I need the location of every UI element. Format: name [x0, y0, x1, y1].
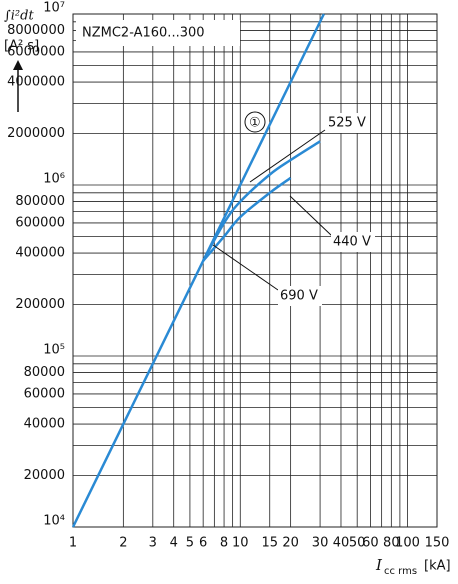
y-label: ∫i²dt	[4, 9, 34, 24]
y-label: [A² s]	[4, 39, 39, 54]
y-tick-label: 60000	[24, 386, 65, 401]
x-tick-label: 150	[425, 536, 450, 551]
leader	[249, 129, 326, 183]
x-label: cc rms	[384, 566, 417, 577]
x-tick-label: 3	[149, 536, 157, 551]
label-bg	[326, 113, 370, 133]
y-tick-label: 2000000	[7, 126, 65, 141]
legend-label: 525 V	[328, 116, 366, 131]
leader	[289, 195, 333, 237]
y-tick-label: 200000	[15, 297, 65, 312]
y-tick-label: 80000	[24, 365, 65, 380]
marker-circle	[244, 111, 266, 133]
label-bg	[331, 232, 375, 252]
x-tick-label: 15	[261, 536, 278, 551]
y-tick-label: 8000000	[7, 23, 65, 38]
x-tick-label: 20	[282, 536, 299, 551]
y-tick-label: 10⁶	[43, 172, 65, 187]
y-tick-label: 40000	[24, 417, 65, 432]
y-tick-label: 10⁵	[43, 343, 65, 358]
x-tick-label: 6	[199, 536, 207, 551]
label-bg	[278, 286, 322, 306]
x-tick-label: 4	[170, 536, 178, 551]
plot-area	[72, 13, 438, 528]
y-tick-label: 20000	[24, 468, 65, 483]
y-tick-label: 4000000	[7, 75, 65, 90]
y-tick-label: 800000	[15, 194, 65, 209]
x-tick-label: 30	[312, 536, 329, 551]
y-tick-label: 6000000	[7, 44, 65, 59]
y-tick-label: 10⁷	[43, 1, 65, 16]
lines	[71, 13, 325, 528]
legend-label: ①	[249, 116, 261, 131]
x-tick-label: 50	[349, 536, 366, 551]
x-tick-label: 100	[395, 536, 420, 551]
x-tick-label: 5	[186, 536, 194, 551]
x-tick-label: 2	[119, 536, 127, 551]
series-line	[71, 13, 325, 528]
legend-label: 440 V	[333, 235, 371, 250]
arrow-head	[13, 60, 23, 70]
annotation: 690 V	[280, 289, 318, 304]
series-line	[202, 140, 321, 262]
chart-title: NZMC2-A160...300	[82, 26, 205, 41]
x-tick-label: 1	[69, 536, 77, 551]
title-box	[76, 20, 240, 46]
grid	[72, 13, 438, 528]
x-label: [kA]	[424, 559, 451, 574]
x-label: I	[375, 556, 383, 574]
y-tick-label: 10⁴	[43, 514, 65, 529]
x-tick-label: 10	[232, 536, 249, 551]
leader	[212, 244, 279, 291]
x-tick-label: 8	[220, 536, 228, 551]
y-tick-label: 600000	[15, 215, 65, 230]
x-tick-label: 60	[362, 536, 379, 551]
y-tick-label: 400000	[15, 246, 65, 261]
x-tick-label: 80	[383, 536, 400, 551]
series-line	[202, 176, 292, 262]
x-tick-label: 40	[333, 536, 350, 551]
